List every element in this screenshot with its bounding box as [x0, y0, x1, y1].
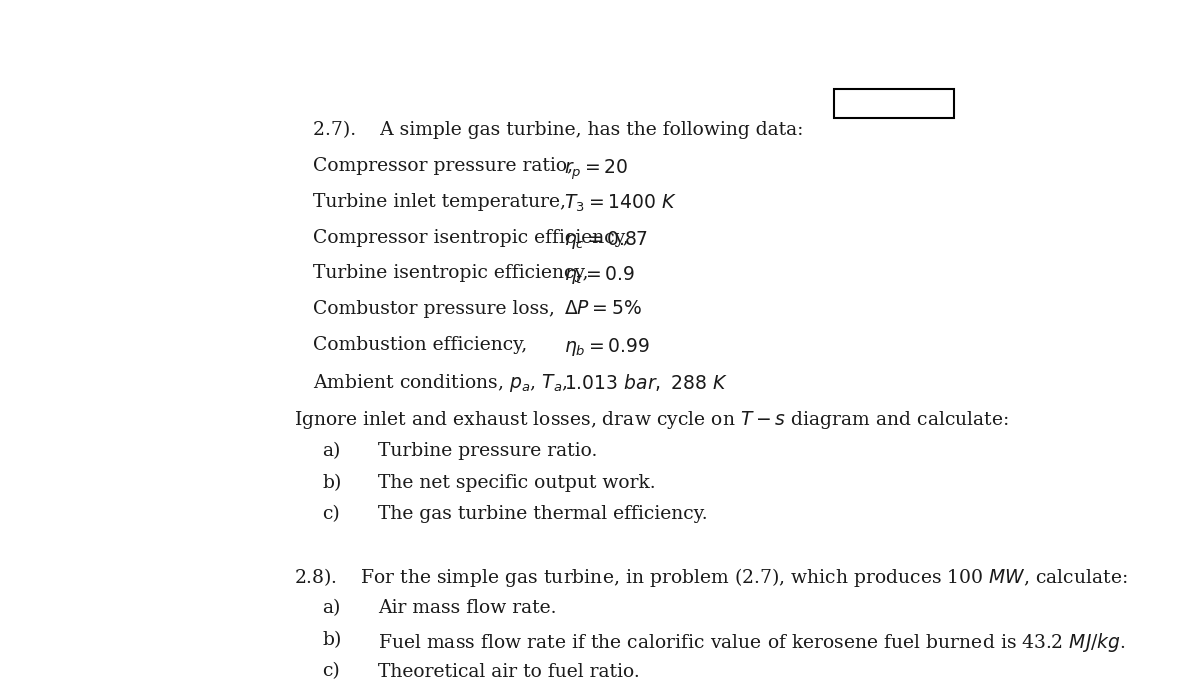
- Text: Fuel mass flow rate if the calorific value of kerosene fuel burned is 43.2 $MJ/k: Fuel mass flow rate if the calorific val…: [378, 631, 1126, 654]
- Text: Combustion efficiency,: Combustion efficiency,: [313, 336, 527, 354]
- Text: Turbine inlet temperature,: Turbine inlet temperature,: [313, 193, 565, 211]
- Text: b): b): [322, 474, 342, 492]
- Text: $\Delta P = 5\%$: $\Delta P = 5\%$: [564, 301, 642, 319]
- Bar: [834, 89, 954, 118]
- Text: 2.8).    For the simple gas turbine, in problem (2.7), which produces 100 $MW$, : 2.8). For the simple gas turbine, in pro…: [294, 566, 1128, 589]
- Text: $\eta_c = 0.87$: $\eta_c = 0.87$: [564, 228, 648, 251]
- Text: The net specific output work.: The net specific output work.: [378, 474, 655, 492]
- Text: 2.7).    A simple gas turbine, has the following data:: 2.7). A simple gas turbine, has the foll…: [313, 121, 803, 139]
- Text: The gas turbine thermal efficiency.: The gas turbine thermal efficiency.: [378, 505, 708, 523]
- Text: $r_p = 20$: $r_p = 20$: [564, 157, 628, 182]
- Text: Turbine isentropic efficiency,: Turbine isentropic efficiency,: [313, 264, 588, 282]
- Text: $\eta_t = 0.9$: $\eta_t = 0.9$: [564, 264, 635, 287]
- Text: a): a): [322, 442, 341, 460]
- Text: Combustor pressure loss,: Combustor pressure loss,: [313, 301, 554, 319]
- Text: $\eta_b = 0.99$: $\eta_b = 0.99$: [564, 336, 650, 358]
- Text: $T_3 = 1400\ K$: $T_3 = 1400\ K$: [564, 193, 677, 214]
- Text: Ignore inlet and exhaust losses, draw cycle on $T - s$ diagram and calculate:: Ignore inlet and exhaust losses, draw cy…: [294, 409, 1009, 431]
- Text: b): b): [322, 631, 342, 649]
- Text: a): a): [322, 600, 341, 618]
- Text: Ambient conditions, $p_a$, $T_a$,: Ambient conditions, $p_a$, $T_a$,: [313, 372, 568, 394]
- Text: Turbine pressure ratio.: Turbine pressure ratio.: [378, 442, 598, 460]
- Text: Compressor isentropic efficiency,: Compressor isentropic efficiency,: [313, 228, 629, 246]
- Text: c): c): [322, 663, 340, 681]
- Text: c): c): [322, 505, 340, 523]
- Text: Air mass flow rate.: Air mass flow rate.: [378, 600, 557, 618]
- Text: Compressor pressure ratio,: Compressor pressure ratio,: [313, 157, 572, 175]
- Text: $1.013\ bar,\ 288\ K$: $1.013\ bar,\ 288\ K$: [564, 372, 728, 393]
- Text: Theoretical air to fuel ratio.: Theoretical air to fuel ratio.: [378, 663, 640, 681]
